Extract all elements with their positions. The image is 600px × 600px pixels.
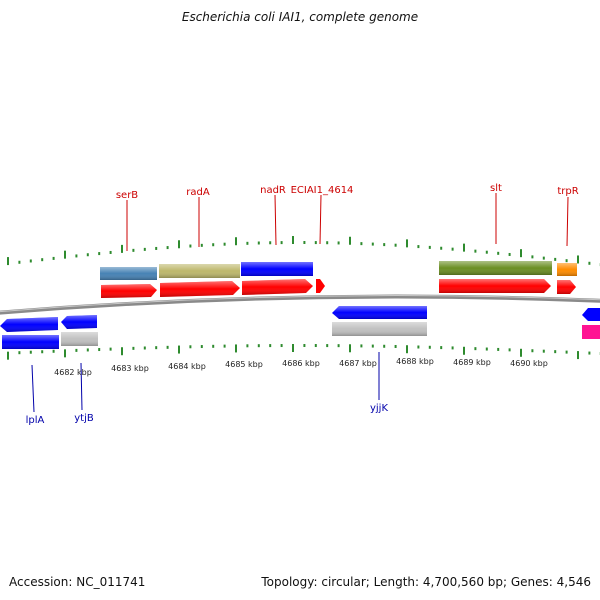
gene-lplA[interactable] [2,335,59,349]
scale-label: 4689 kbp [453,358,491,367]
genome-backbone [0,294,600,315]
cds-arrow-lplA[interactable] [0,317,58,332]
gene-radA[interactable] [159,264,240,278]
map-title: Escherichia coli IAI1, complete genome [181,10,419,24]
scale-label: 4690 kbp [510,359,548,368]
gene-label-ECIAI1-4614: ECIAI1_4614 [291,185,354,196]
gene-labels-top: serB radA nadR ECIAI1_4614 slt trpR [116,183,579,201]
genome-backbone-highlight [0,295,600,313]
gene-edge-right[interactable] [582,325,600,339]
gene-serB[interactable] [100,267,157,280]
cds-arrow-nadR[interactable] [242,279,313,295]
gene-label-slt: slt [490,183,502,194]
cds-arrow-yjjK[interactable] [332,306,427,319]
scale-label: 4688 kbp [396,357,434,366]
cds-arrow-radA[interactable] [160,281,240,297]
cds-arrow-ytjB[interactable] [61,315,97,329]
gene-label-serB: serB [116,190,138,201]
gene-nadR[interactable] [241,262,313,276]
scale-label: 4685 kbp [225,360,263,369]
genome-summary-text: Topology: circular; Length: 4,700,560 bp… [261,575,591,589]
scale-label: 4686 kbp [282,359,320,368]
gene-label-trpR: trpR [557,186,578,197]
cds-arrow-ECIAI1-4614[interactable] [316,279,325,293]
gene-label-yjjK: yjjK [370,403,388,414]
scale-labels: 4682 kbp 4683 kbp 4684 kbp 4685 kbp 4686… [54,357,548,377]
gene-label-radA: radA [186,187,210,198]
gene-label-nadR: nadR [260,185,286,196]
gene-trpR[interactable] [557,263,577,276]
cds-arrow-edge-right[interactable] [582,308,600,321]
gene-ytjB[interactable] [61,332,98,346]
scale-label: 4683 kbp [111,364,149,373]
gene-yjjK[interactable] [332,322,427,336]
gene-label-ytjB: ytjB [74,413,94,424]
forward-ticks [7,236,600,267]
cds-arrow-serB[interactable] [101,284,157,298]
scale-label: 4682 kbp [54,368,92,377]
gene-label-lplA: lplA [26,415,45,426]
label-leaders-top [126,193,569,251]
gene-labels-bottom: lplA ytjB yjjK [26,403,389,426]
accession-text: Accession: NC_011741 [9,575,146,589]
label-leaders-bottom [31,352,380,413]
scale-label: 4684 kbp [168,362,206,371]
cds-arrow-trpR[interactable] [557,280,576,294]
gene-slt[interactable] [439,261,552,275]
reverse-ticks [7,344,600,360]
cds-arrow-slt[interactable] [439,279,551,293]
scale-label: 4687 kbp [339,359,377,368]
